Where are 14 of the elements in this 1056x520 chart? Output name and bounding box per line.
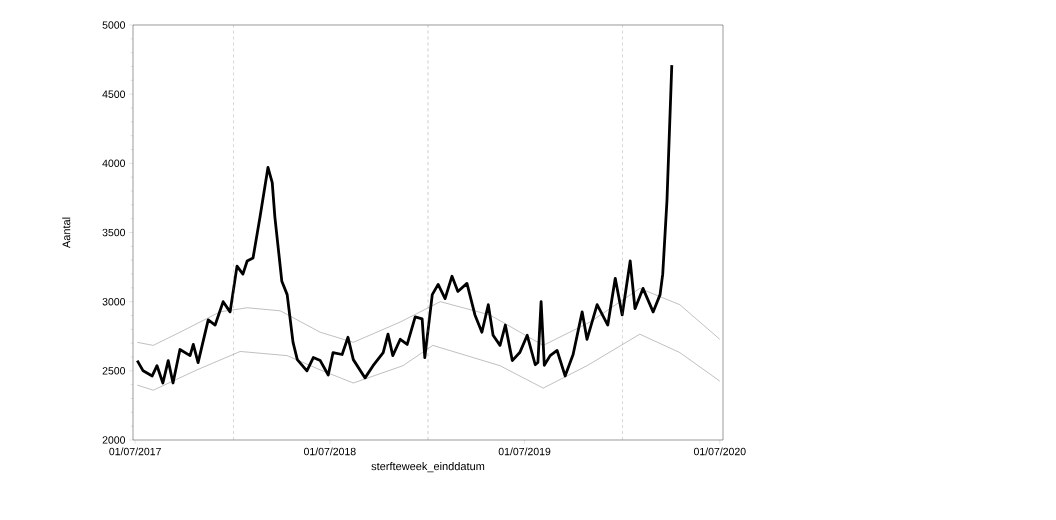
y-tick-label: 4500	[102, 90, 126, 98]
line-series	[135, 63, 674, 385]
x-tick-label: 01/07/2020	[693, 447, 746, 456]
x-tick-label: 01/07/2017	[109, 447, 161, 456]
y-tick-label: 3000	[102, 297, 126, 306]
y-tick-label: 3500	[102, 228, 126, 237]
y-tick-label: 2500	[102, 367, 126, 375]
x-axis-title: sterfteweek_einddatum	[371, 462, 485, 473]
y-tick-label: 4000	[102, 159, 126, 168]
y-axis-title: Aantal	[62, 217, 71, 249]
x-tick-label: 01/07/2018	[303, 447, 356, 456]
x-tick-label: 01/07/2019	[498, 447, 551, 456]
y-tick-label: 5000	[102, 21, 126, 29]
y-tick-label: 2000	[102, 436, 126, 444]
